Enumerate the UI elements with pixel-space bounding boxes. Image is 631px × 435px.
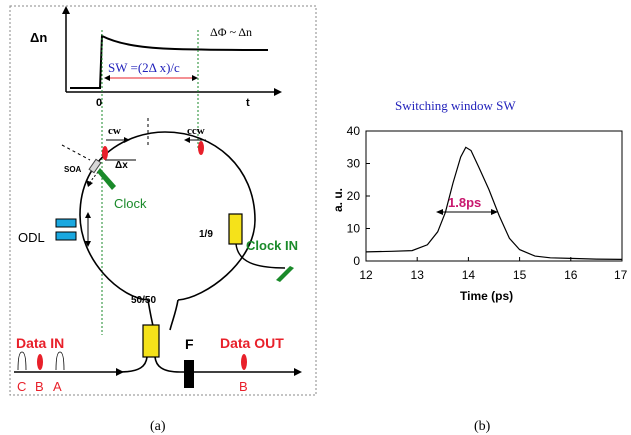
ccw-arrow-head xyxy=(184,137,190,143)
coupler-5050 xyxy=(142,324,160,358)
caption-b: (b) xyxy=(474,419,491,434)
ccw-label: ccw xyxy=(187,125,205,137)
y-axis-label: a. u. xyxy=(331,188,345,212)
output-arrow xyxy=(294,368,302,376)
bus-from-coupler-out xyxy=(154,356,181,373)
inset-relation: ΔΦ ~ Δn xyxy=(210,25,252,39)
y-tick-label: 0 xyxy=(353,254,360,268)
data-in-label: Data IN xyxy=(16,335,64,351)
inset-x-arrow xyxy=(274,88,282,96)
pulse-c xyxy=(17,351,27,371)
plot-area xyxy=(365,130,623,262)
window-arrow-left xyxy=(104,75,110,81)
pulse-out-b-label: B xyxy=(239,379,248,394)
chart-title: Switching window SW xyxy=(395,98,516,113)
sagnac-loop: 50/50 1/9 Clock IN ODL SOA Δx Clock cw c… xyxy=(18,118,298,358)
soa-dash-lower xyxy=(89,171,99,183)
y-tick-label: 10 xyxy=(347,222,361,236)
loop-fiber xyxy=(79,131,256,301)
bus-to-coupler-in xyxy=(119,356,148,373)
pulse-b-label: B xyxy=(35,379,44,394)
y-tick-label: 20 xyxy=(347,189,361,203)
y-ticks: 0 10 20 30 40 xyxy=(347,124,370,268)
coupler-upper-arm xyxy=(169,299,179,331)
inset-xlabel: t xyxy=(246,97,250,109)
ccw-pulse xyxy=(198,141,204,155)
clock-in-pulse xyxy=(276,266,294,282)
inset-y-arrow xyxy=(62,6,70,14)
odl-arrow-down xyxy=(85,241,91,247)
cw-arrow-head xyxy=(124,137,130,143)
x-tick-label: 15 xyxy=(513,268,527,282)
coupler-19-label: 1/9 xyxy=(199,229,213,240)
caption-a: (a) xyxy=(150,419,166,434)
soa-label: SOA xyxy=(64,165,82,174)
x-ticks: 12 13 14 15 16 17 xyxy=(359,257,628,282)
filter-block xyxy=(184,360,194,388)
coupler-19 xyxy=(228,213,243,245)
data-out-label: Data OUT xyxy=(220,335,284,351)
clock-in-label: Clock IN xyxy=(246,238,298,253)
soa-dash-upper xyxy=(61,144,91,161)
fwhm-arrow-right xyxy=(491,209,498,215)
delta-x-label: Δx xyxy=(115,160,128,171)
switching-window-chart: Switching window SW 0 10 20 30 40 12 13 14 15 16… xyxy=(331,98,628,303)
coupler-5050-label: 50/50 xyxy=(131,295,156,306)
cw-pulse xyxy=(102,146,108,160)
inset-origin: 0 xyxy=(96,97,102,109)
io-bus: F Data IN Data OUT C B A B xyxy=(14,335,302,394)
window-label: SW =(2Δ x)/c xyxy=(108,60,180,75)
clock-in-fiber xyxy=(235,243,286,269)
clock-label: Clock xyxy=(114,196,147,211)
pulse-b-out xyxy=(241,354,247,370)
x-tick-label: 14 xyxy=(462,268,476,282)
pulse-c-label: C xyxy=(17,379,26,394)
pulse-a-label: A xyxy=(53,379,62,394)
window-arrow-right xyxy=(192,75,198,81)
clock-pulse-soa xyxy=(97,168,116,190)
x-tick-label: 12 xyxy=(359,268,373,282)
fwhm-label: 1.8ps xyxy=(448,195,481,210)
fwhm-arrow-left xyxy=(436,209,443,215)
x-tick-label: 17 xyxy=(614,268,628,282)
soa-device xyxy=(88,158,102,174)
odl-arrow-up xyxy=(85,212,91,218)
pulse-b-in xyxy=(37,354,43,370)
cw-label: cw xyxy=(108,125,121,137)
x-tick-label: 16 xyxy=(564,268,578,282)
soa-dash-arrow xyxy=(86,180,93,187)
inset-ylabel: Δn xyxy=(30,30,47,45)
y-tick-label: 30 xyxy=(347,157,361,171)
x-axis-label: Time (ps) xyxy=(460,289,513,303)
panel-a-frame xyxy=(9,5,317,396)
y-tick-label: 40 xyxy=(347,124,361,138)
odl-upper xyxy=(55,218,77,228)
x-tick-label: 13 xyxy=(411,268,425,282)
inset-plot: Δn t 0 ΔΦ ~ Δn SW =(2Δ x)/c xyxy=(30,6,282,335)
odl-lower xyxy=(55,231,77,241)
filter-label: F xyxy=(185,336,194,352)
odl-label: ODL xyxy=(18,230,45,245)
pulse-a xyxy=(55,351,65,371)
index-change-curve xyxy=(70,34,269,89)
switching-window-curve xyxy=(365,146,623,260)
